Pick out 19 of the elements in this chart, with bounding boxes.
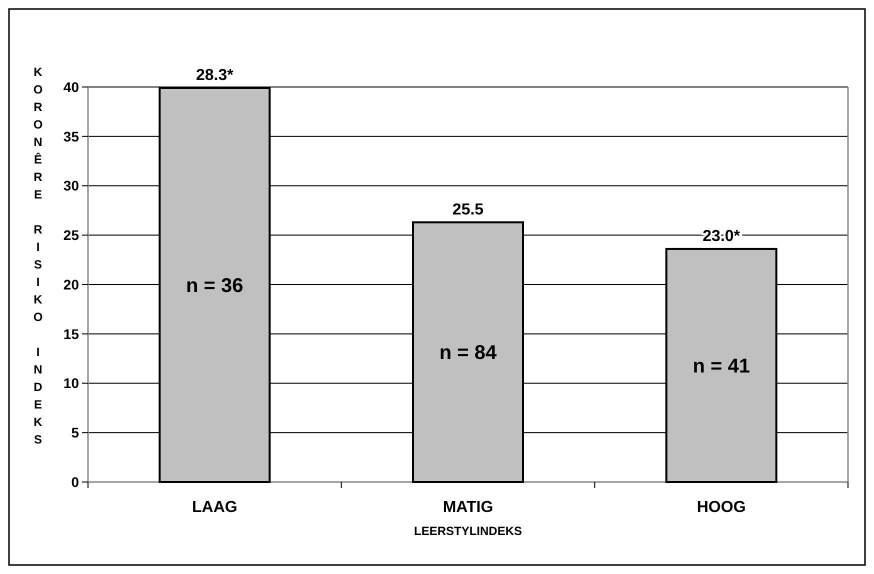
y-tick-label: 40 (63, 78, 80, 95)
y-tick-label: 0 (71, 474, 80, 490)
y-tick-label: 30 (63, 178, 80, 194)
annotation: n = 84 (439, 342, 498, 364)
text: 28.3* (196, 66, 234, 84)
y-tick-label: 25 (63, 227, 80, 244)
y-tick-label: 15 (63, 326, 80, 342)
y-tick-label: 10 (63, 375, 80, 392)
x-tick-label: LAAG (192, 499, 238, 516)
x-tick-label: HOOG (696, 499, 746, 516)
y-tick-label: 5 (71, 424, 80, 441)
x-axis-title: LEERSTYLINDEKS (414, 524, 522, 538)
annotation: n = 36 (186, 274, 244, 297)
annotation: n = 41 (692, 355, 750, 378)
text: KORONÊRE RISIKO INDEKS (33, 65, 43, 446)
y-tick-label: 35 (63, 128, 80, 144)
annotation: 25.5 (452, 201, 484, 218)
x-tick-label: MATIG (442, 499, 494, 516)
y-tick-label: 20 (63, 276, 80, 292)
